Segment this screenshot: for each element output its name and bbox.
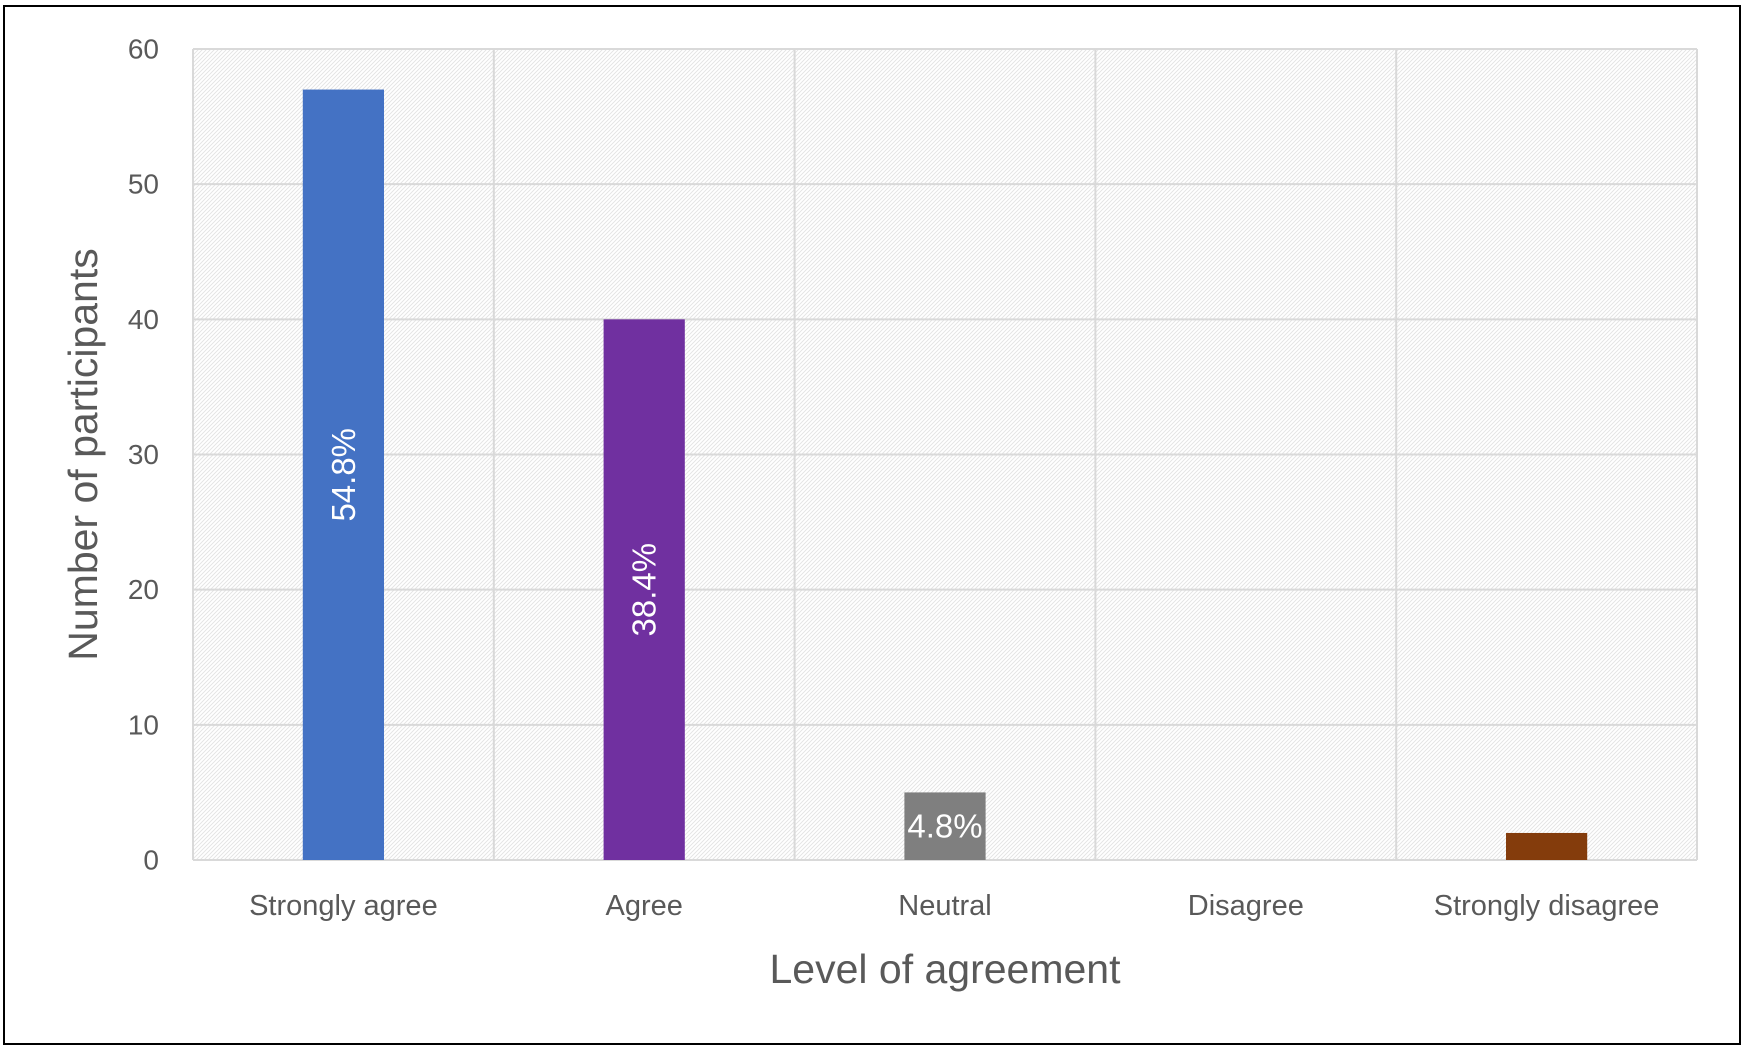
x-tick-label: Disagree: [1188, 890, 1304, 922]
y-tick-label: 60: [128, 34, 159, 65]
bar-data-label: 4.8%: [907, 808, 982, 845]
bar-data-label: 38.4%: [626, 543, 663, 637]
x-tick-label: Agree: [606, 890, 683, 922]
bar-data-label: 54.8%: [325, 428, 362, 522]
x-tick-label: Neutral: [898, 890, 992, 922]
y-tick-label: 40: [128, 304, 159, 335]
x-tick-label: Strongly disagree: [1434, 890, 1660, 922]
x-axis-title: Level of agreement: [769, 946, 1121, 992]
y-tick-label: 0: [143, 845, 159, 876]
y-tick-label: 10: [128, 709, 159, 740]
bar: [1505, 832, 1588, 860]
bar: [904, 792, 986, 860]
y-axis-title: Number of participants: [60, 248, 106, 660]
bars: 54.8% 38.4% 4.8%: [302, 89, 1588, 861]
bar: [302, 89, 385, 861]
y-tick-label: 30: [128, 439, 159, 470]
bar: [603, 319, 685, 860]
y-axis-ticks: 0 10 20 30 40 50 60: [128, 34, 159, 876]
gridlines: [192, 48, 1698, 861]
x-axis-ticks: Strongly agree Agree Neutral Disagree Strong…: [249, 890, 1659, 922]
y-tick-label: 50: [128, 169, 159, 200]
y-tick-label: 20: [128, 574, 159, 605]
x-tick-label: Strongly agree: [249, 890, 438, 922]
chart-frame: [3, 5, 1741, 1045]
